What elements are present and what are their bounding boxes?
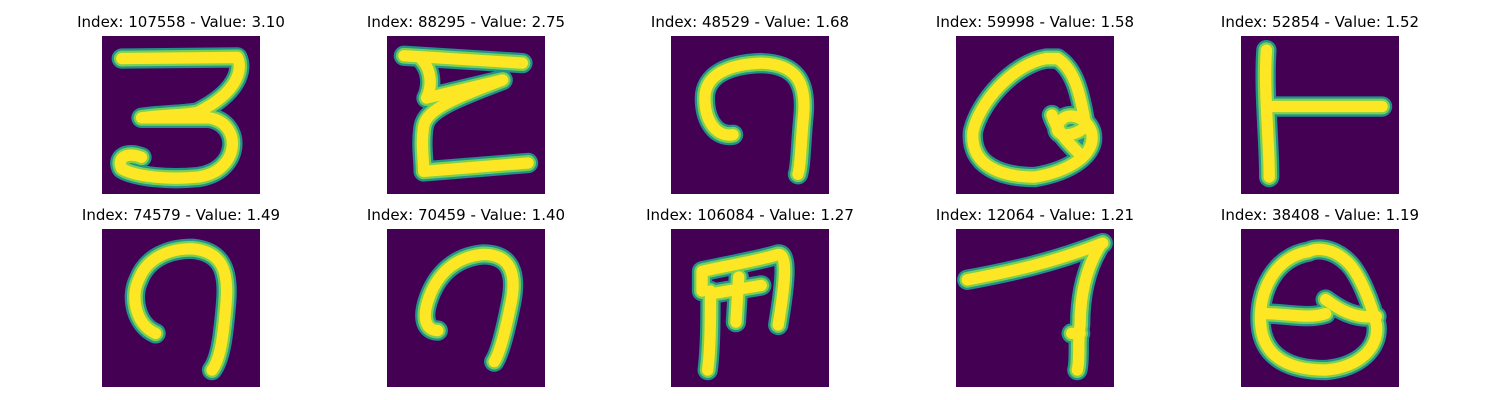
glyph-image xyxy=(102,36,260,194)
panel-title: Index: 12064 - Value: 1.21 xyxy=(935,206,1135,224)
panel-9: Index: 12064 - Value: 1.21 xyxy=(915,205,1155,387)
glyph-shape xyxy=(671,229,829,387)
panel-title: Index: 38408 - Value: 1.19 xyxy=(1220,206,1420,224)
panel-6: Index: 74579 - Value: 1.49 xyxy=(61,205,301,387)
glyph-image xyxy=(956,36,1114,194)
glyph-image xyxy=(387,229,545,387)
panel-3: Index: 48529 - Value: 1.68 xyxy=(630,12,870,194)
panel-2: Index: 88295 - Value: 2.75 xyxy=(346,12,586,194)
glyph-shape xyxy=(387,229,545,387)
panel-10: Index: 38408 - Value: 1.19 xyxy=(1200,205,1440,387)
glyph-shape xyxy=(102,36,260,194)
panel-title: Index: 106084 - Value: 1.27 xyxy=(646,206,854,224)
glyph-shape xyxy=(671,36,829,194)
panel-title: Index: 48529 - Value: 1.68 xyxy=(650,13,850,31)
glyph-shape xyxy=(1241,229,1399,387)
glyph-image xyxy=(671,229,829,387)
panel-7: Index: 70459 - Value: 1.40 xyxy=(346,205,586,387)
glyph-shape xyxy=(956,36,1114,194)
glyph-image xyxy=(671,36,829,194)
glyph-image xyxy=(1241,36,1399,194)
panel-title: Index: 70459 - Value: 1.40 xyxy=(366,206,566,224)
glyph-shape xyxy=(1241,36,1399,194)
panel-title: Index: 88295 - Value: 2.75 xyxy=(366,13,566,31)
glyph-image xyxy=(387,36,545,194)
glyph-image xyxy=(1241,229,1399,387)
panel-title: Index: 74579 - Value: 1.49 xyxy=(81,206,281,224)
glyph-image xyxy=(102,229,260,387)
panel-title: Index: 107558 - Value: 3.10 xyxy=(77,13,285,31)
panel-4: Index: 59998 - Value: 1.58 xyxy=(915,12,1155,194)
panel-8: Index: 106084 - Value: 1.27 xyxy=(630,205,870,387)
panel-title: Index: 52854 - Value: 1.52 xyxy=(1220,13,1420,31)
glyph-shape xyxy=(387,36,545,194)
glyph-image xyxy=(956,229,1114,387)
panel-5: Index: 52854 - Value: 1.52 xyxy=(1200,12,1440,194)
panel-1: Index: 107558 - Value: 3.10 xyxy=(61,12,301,194)
panel-title: Index: 59998 - Value: 1.58 xyxy=(935,13,1135,31)
glyph-shape xyxy=(956,229,1114,387)
glyph-shape xyxy=(102,229,260,387)
